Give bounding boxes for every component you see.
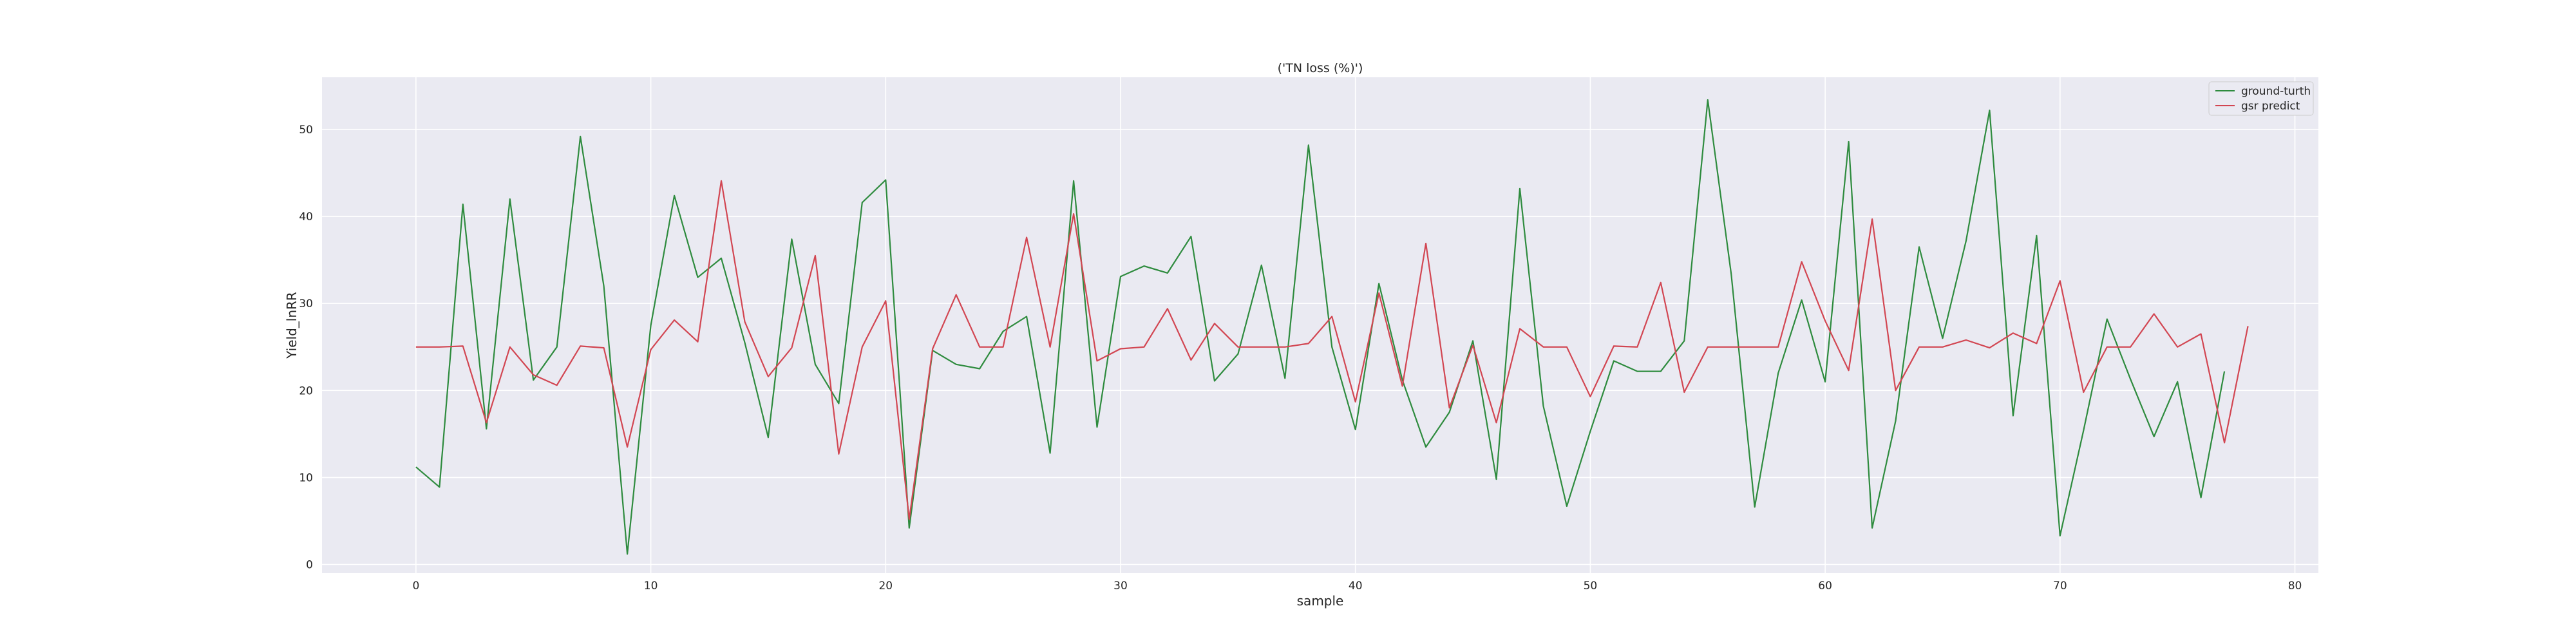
x-tick-label: 50 xyxy=(1584,580,1598,592)
y-tick-label: 20 xyxy=(299,384,313,397)
series-line-gsr-predict xyxy=(415,180,2249,520)
x-tick-label: 0 xyxy=(412,580,419,592)
y-tick-label: 50 xyxy=(299,124,313,137)
x-tick-label: 40 xyxy=(1349,580,1363,592)
y-axis-ticks: 0 10 20 30 40 50 xyxy=(299,124,313,571)
x-axis-ticks: 0 10 20 30 40 50 60 70 80 xyxy=(412,580,2302,592)
chart-title: ('TN loss (%)') xyxy=(1278,61,1363,75)
y-tick-label: 10 xyxy=(299,471,313,484)
legend-label-ground-turth: ground-turth xyxy=(2241,85,2311,98)
series-line-ground-turth xyxy=(415,99,2226,555)
x-tick-label: 60 xyxy=(1818,580,1832,592)
x-tick-label: 70 xyxy=(2053,580,2067,592)
series-lines xyxy=(415,99,2249,555)
gridlines xyxy=(322,77,2318,573)
y-axis-label: Yield_lnRR xyxy=(284,292,299,359)
y-tick-label: 30 xyxy=(299,298,313,310)
legend-box xyxy=(2208,81,2314,116)
x-axis-label: sample xyxy=(1297,593,1344,609)
x-tick-label: 30 xyxy=(1113,580,1128,592)
x-tick-label: 20 xyxy=(878,580,893,592)
x-tick-label: 10 xyxy=(644,580,658,592)
x-tick-label: 80 xyxy=(2288,580,2302,592)
legend-label-gsr-predict: gsr predict xyxy=(2241,100,2300,113)
y-tick-label: 40 xyxy=(299,211,313,223)
plot-area xyxy=(322,77,2318,573)
y-tick-label: 0 xyxy=(306,558,313,571)
legend: ground-turth gsr predict xyxy=(2208,81,2314,116)
